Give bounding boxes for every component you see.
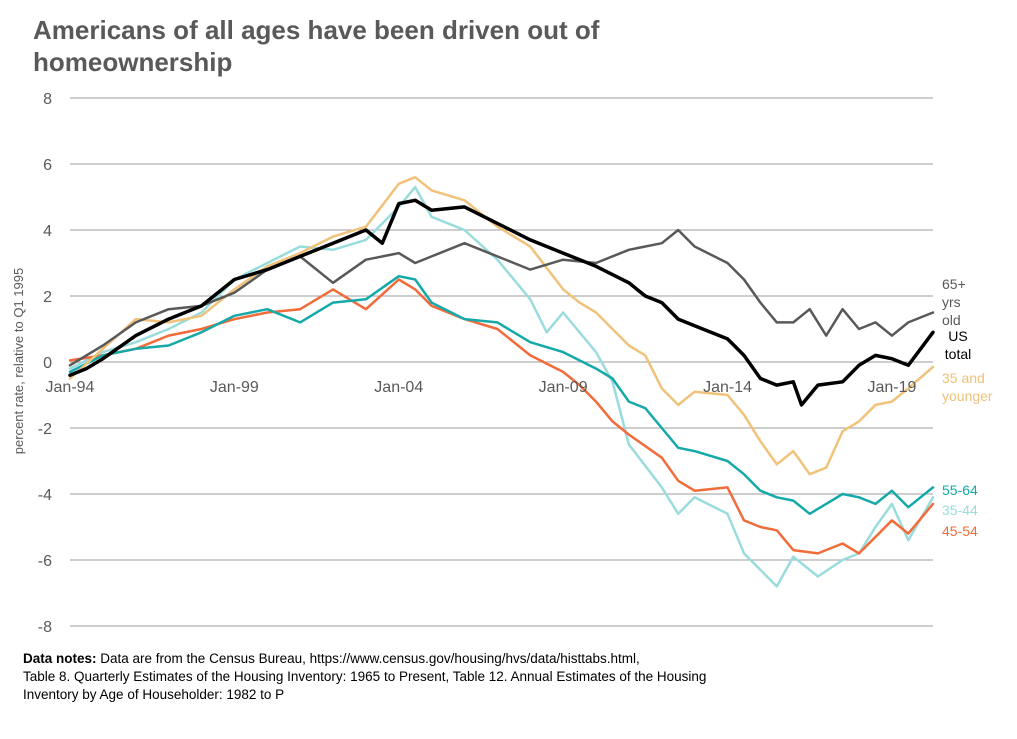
- y-axis-ticks: -8 -6 -4 -2 0 2 4 6 8: [38, 91, 52, 636]
- x-tick-label: Jan-94: [46, 379, 95, 396]
- y-tick-label: 0: [43, 355, 52, 372]
- series-line: [68, 274, 935, 516]
- y-tick-label: -4: [38, 487, 52, 504]
- series-label: 35-44: [942, 502, 978, 518]
- series-label: 35 and younger: [942, 370, 993, 404]
- data-notes: Data notes: Data are from the Census Bur…: [23, 650, 803, 704]
- y-tick-label: 4: [43, 223, 52, 240]
- y-axis-label: percent rate, relative to Q1 1995: [11, 268, 26, 454]
- notes-line-3: Inventory by Age of Householder: 1982 to…: [23, 687, 285, 702]
- series-line: [68, 175, 935, 476]
- notes-label: Data notes:: [23, 651, 97, 666]
- series-label: 55-64: [942, 482, 978, 498]
- x-tick-label: Jan-19: [867, 379, 916, 396]
- x-tick-label: Jan-04: [374, 379, 423, 396]
- series-label: US total: [945, 328, 971, 362]
- y-tick-label: 6: [43, 157, 52, 174]
- x-tick-label: Jan-99: [210, 379, 259, 396]
- y-tick-label: 8: [43, 91, 52, 108]
- series-line: [68, 185, 935, 588]
- y-tick-label: -2: [38, 421, 52, 438]
- series-label: 65+ yrs old: [942, 276, 966, 328]
- notes-line-1: Data are from the Census Bureau, https:/…: [96, 651, 640, 666]
- gridlines: [70, 97, 933, 627]
- x-tick-label: Jan-14: [703, 379, 752, 396]
- y-tick-label: -8: [38, 619, 52, 636]
- series-line: [68, 228, 935, 367]
- series-line: [68, 198, 935, 407]
- series-label: 45-54: [942, 523, 978, 539]
- chart-title: Americans of all ages have been driven o…: [33, 15, 600, 77]
- series-line: [68, 278, 935, 555]
- series-lines: [68, 175, 935, 588]
- x-axis-ticks: Jan-94 Jan-99 Jan-04 Jan-09 Jan-14 Jan-19: [46, 379, 917, 396]
- x-tick-label: Jan-09: [539, 379, 588, 396]
- y-tick-label: -6: [38, 553, 52, 570]
- notes-line-2: Table 8. Quarterly Estimates of the Hous…: [23, 669, 707, 684]
- y-tick-label: 2: [43, 289, 52, 306]
